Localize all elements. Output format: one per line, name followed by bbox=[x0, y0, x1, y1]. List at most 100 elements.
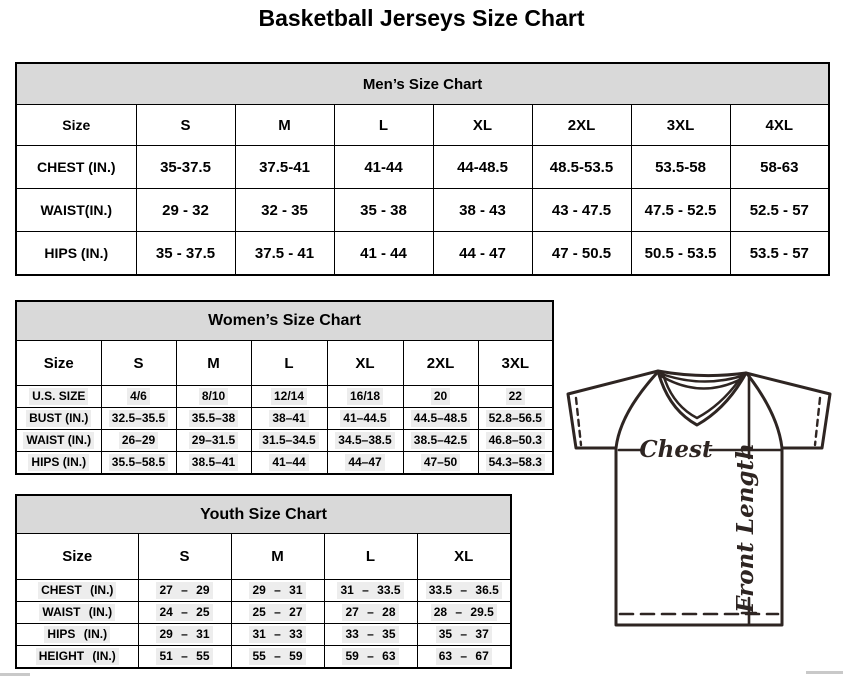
scrollbar-fragment-left bbox=[0, 673, 30, 676]
value-cell: 38 - 43 bbox=[432, 188, 533, 232]
jersey-outline bbox=[566, 369, 832, 627]
value-cell: 38.5–42.5 bbox=[402, 429, 479, 452]
chest-label: Chest bbox=[639, 436, 713, 463]
value-cell: 35.5–38 bbox=[175, 407, 252, 430]
row-label: CHEST (IN.) bbox=[15, 579, 139, 602]
womens-col-m: M bbox=[175, 340, 252, 386]
value-cell: 41–44 bbox=[250, 451, 328, 475]
value-text: 27 – 29 bbox=[156, 582, 213, 599]
value-cell: 53.5-58 bbox=[630, 145, 731, 189]
value-cell: 31 – 33.5 bbox=[323, 579, 418, 602]
value-cell: 29 – 31 bbox=[137, 623, 232, 646]
row-label: WAIST (IN.) bbox=[15, 429, 102, 452]
value-text: 35.5–58.5 bbox=[108, 454, 169, 471]
cuff-dash-right bbox=[813, 396, 822, 447]
value-cell: 38–41 bbox=[250, 407, 328, 430]
value-text: 29 – 31 bbox=[249, 582, 306, 599]
youth-col-xl: XL bbox=[416, 533, 512, 580]
mens-col-m: M bbox=[234, 104, 335, 146]
value-text: 55 – 59 bbox=[249, 648, 306, 665]
youth-waist-row: WAIST (IN.) 24 – 25 25 – 27 27 – 28 28 –… bbox=[15, 601, 512, 624]
value-text: 38.5–41 bbox=[188, 454, 239, 471]
front-length-label: Front Length bbox=[732, 443, 759, 614]
value-text: 29–31.5 bbox=[188, 432, 239, 449]
value-text: 12/14 bbox=[270, 388, 308, 405]
row-label: HIPS (IN.) bbox=[15, 623, 139, 646]
value-text: 31 – 33.5 bbox=[337, 582, 404, 599]
value-text: 44–47 bbox=[345, 454, 385, 471]
row-label: HEIGHT (IN.) bbox=[15, 645, 139, 669]
value-cell: 37.5-41 bbox=[234, 145, 335, 189]
value-cell: 22 bbox=[477, 385, 554, 408]
value-cell: 59 – 63 bbox=[323, 645, 418, 669]
value-cell: 38.5–41 bbox=[175, 451, 252, 475]
mens-col-2xl: 2XL bbox=[531, 104, 632, 146]
value-cell: 55 – 59 bbox=[230, 645, 325, 669]
value-cell: 35-37.5 bbox=[135, 145, 236, 189]
row-label: BUST (IN.) bbox=[15, 407, 102, 430]
value-text: 59 – 63 bbox=[342, 648, 399, 665]
value-cell: 12/14 bbox=[250, 385, 328, 408]
youth-table-header: Youth Size Chart bbox=[15, 494, 512, 534]
value-cell: 43 - 47.5 bbox=[531, 188, 632, 232]
value-cell: 32 - 35 bbox=[234, 188, 335, 232]
row-label-text: HIPS (IN.) bbox=[44, 626, 111, 643]
row-label-text: HEIGHT (IN.) bbox=[35, 648, 119, 665]
row-label-text: U.S. SIZE bbox=[29, 388, 89, 405]
youth-hips-row: HIPS (IN.) 29 – 31 31 – 33 33 – 35 35 – … bbox=[15, 623, 512, 646]
value-text: 46.8–50.3 bbox=[485, 432, 545, 449]
womens-size-chart-table: Women’s Size Chart Size S M L XL 2XL 3XL… bbox=[15, 300, 555, 475]
womens-hips-row: HIPS (IN.) 35.5–58.5 38.5–41 41–44 44–47… bbox=[15, 451, 554, 475]
value-cell: 4/6 bbox=[100, 385, 177, 408]
row-label-text: WAIST (IN.) bbox=[39, 604, 116, 621]
value-cell: 34.5–38.5 bbox=[326, 429, 404, 452]
youth-chest-row: CHEST (IN.) 27 – 29 29 – 31 31 – 33.5 33… bbox=[15, 579, 512, 602]
value-cell: 33.5 – 36.5 bbox=[416, 579, 512, 602]
womens-waist-row: WAIST (IN.) 26–29 29–31.5 31.5–34.5 34.5… bbox=[15, 429, 554, 452]
collar-band bbox=[657, 371, 747, 383]
row-label: WAIST (IN.) bbox=[15, 601, 139, 624]
value-cell: 35.5–58.5 bbox=[100, 451, 177, 475]
value-text: 26–29 bbox=[118, 432, 159, 449]
value-cell: 31.5–34.5 bbox=[250, 429, 328, 452]
value-cell: 51 – 55 bbox=[137, 645, 232, 669]
value-cell: 37.5 - 41 bbox=[234, 231, 335, 276]
value-cell: 26–29 bbox=[100, 429, 177, 452]
value-cell: 27 – 28 bbox=[323, 601, 418, 624]
value-cell: 35 - 37.5 bbox=[135, 231, 236, 276]
value-cell: 35 – 37 bbox=[416, 623, 512, 646]
row-label-text: CHEST (IN.) bbox=[38, 582, 117, 599]
mens-size-chart-table: Men’s Size Chart Size S M L XL 2XL 3XL 4… bbox=[15, 62, 831, 276]
value-cell: 31 – 33 bbox=[230, 623, 325, 646]
value-cell: 41–44.5 bbox=[326, 407, 404, 430]
mens-hips-row: HIPS (IN.) 35 - 37.5 37.5 - 41 41 - 44 4… bbox=[15, 231, 830, 276]
value-cell: 33 – 35 bbox=[323, 623, 418, 646]
value-cell: 24 – 25 bbox=[137, 601, 232, 624]
row-label-text: BUST (IN.) bbox=[26, 410, 92, 427]
value-cell: 41 - 44 bbox=[333, 231, 434, 276]
value-cell: 52.8–56.5 bbox=[477, 407, 554, 430]
row-label: U.S. SIZE bbox=[15, 385, 102, 408]
value-cell: 50.5 - 53.5 bbox=[630, 231, 731, 276]
value-cell: 44–47 bbox=[326, 451, 404, 475]
value-text: 22 bbox=[505, 388, 525, 405]
value-text: 29 – 31 bbox=[156, 626, 213, 643]
value-text: 20 bbox=[430, 388, 451, 405]
jersey-measurement-diagram: Chest Front Length bbox=[566, 369, 832, 627]
value-text: 31 – 33 bbox=[249, 626, 306, 643]
value-cell: 47.5 - 52.5 bbox=[630, 188, 731, 232]
youth-size-chart-table: Youth Size Chart Size S M L XL CHEST (IN… bbox=[15, 494, 512, 669]
youth-col-l: L bbox=[323, 533, 418, 580]
value-text: 38–41 bbox=[269, 410, 309, 427]
value-text: 41–44.5 bbox=[340, 410, 390, 427]
value-text: 33.5 – 36.5 bbox=[425, 582, 502, 599]
value-cell: 32.5–35.5 bbox=[100, 407, 177, 430]
value-text: 27 – 28 bbox=[342, 604, 399, 621]
row-label: WAIST(IN.) bbox=[15, 188, 137, 232]
row-label-text: WAIST (IN.) bbox=[23, 432, 95, 449]
womens-col-size: Size bbox=[15, 340, 102, 386]
vneck-outer bbox=[656, 369, 748, 427]
mens-col-4xl: 4XL bbox=[729, 104, 830, 146]
value-cell: 16/18 bbox=[326, 385, 404, 408]
value-cell: 29–31.5 bbox=[175, 429, 252, 452]
